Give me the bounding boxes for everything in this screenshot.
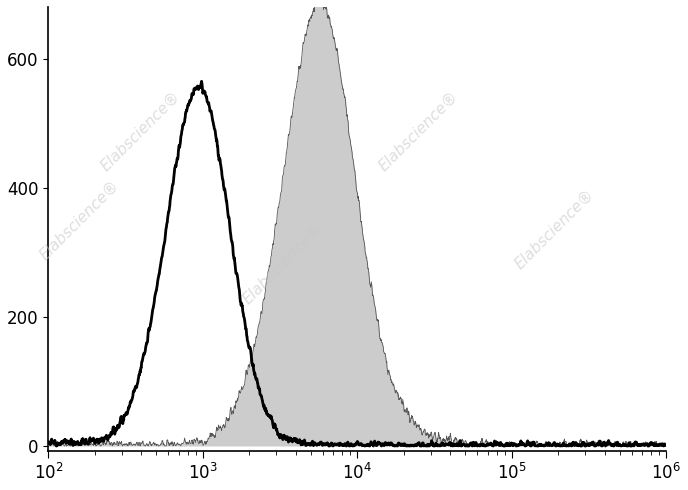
Text: Elabscience®: Elabscience® — [240, 222, 325, 307]
Text: Elabscience®: Elabscience® — [36, 177, 122, 263]
Text: Elabscience®: Elabscience® — [513, 186, 597, 271]
Text: Elabscience®: Elabscience® — [98, 89, 184, 174]
Text: Elabscience®: Elabscience® — [376, 89, 462, 174]
